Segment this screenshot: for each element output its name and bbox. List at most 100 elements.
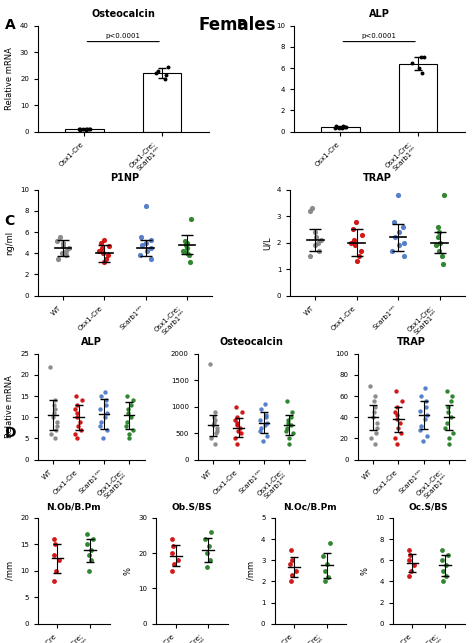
Point — [188, 214, 195, 224]
Point — [283, 422, 291, 433]
Point — [342, 122, 350, 132]
Point — [390, 217, 397, 227]
Point — [306, 206, 314, 216]
Point — [338, 123, 346, 134]
Point — [53, 417, 61, 427]
Point — [416, 406, 424, 416]
Point — [50, 550, 57, 560]
Point — [256, 426, 264, 436]
Point — [311, 227, 319, 237]
Point — [438, 251, 446, 261]
Point — [129, 395, 137, 406]
Point — [287, 559, 294, 570]
Point — [288, 555, 296, 565]
Point — [180, 246, 187, 257]
Point — [203, 562, 210, 572]
Point — [331, 123, 339, 134]
Point — [436, 227, 443, 237]
Point — [373, 422, 381, 433]
Point — [319, 551, 327, 561]
Point — [85, 550, 92, 560]
Point — [137, 232, 145, 242]
Point — [324, 559, 331, 570]
Text: Females: Females — [198, 16, 276, 34]
Point — [102, 399, 109, 410]
Title: N.Oc/B.Pm: N.Oc/B.Pm — [283, 503, 337, 512]
Point — [444, 417, 451, 428]
Point — [423, 431, 431, 442]
Point — [52, 404, 59, 414]
Point — [161, 73, 168, 84]
Point — [432, 240, 440, 251]
Point — [261, 420, 269, 430]
Point — [287, 576, 294, 586]
Point — [83, 539, 91, 550]
Point — [211, 439, 219, 449]
Point — [203, 548, 210, 558]
Point — [164, 62, 172, 72]
Point — [65, 243, 73, 253]
Text: A: A — [5, 18, 16, 32]
Point — [263, 410, 270, 420]
Point — [444, 402, 451, 412]
Point — [312, 232, 319, 242]
Point — [237, 428, 245, 439]
Point — [438, 545, 446, 555]
Point — [55, 555, 63, 565]
Point — [287, 420, 295, 430]
Point — [231, 415, 238, 425]
Point — [207, 433, 215, 444]
Point — [373, 417, 381, 428]
Point — [324, 572, 332, 583]
Point — [73, 433, 81, 444]
Point — [54, 235, 61, 246]
Point — [186, 257, 194, 267]
Point — [163, 69, 170, 80]
Point — [56, 232, 64, 242]
Point — [311, 240, 319, 251]
Point — [82, 124, 90, 134]
Point — [289, 407, 296, 417]
Point — [436, 237, 443, 248]
Point — [434, 232, 442, 242]
Point — [421, 383, 429, 393]
Point — [405, 555, 412, 565]
Point — [100, 257, 108, 267]
Point — [127, 412, 135, 422]
Point — [292, 566, 300, 576]
Point — [369, 412, 376, 422]
Point — [442, 560, 449, 570]
Y-axis label: U/L: U/L — [262, 236, 271, 249]
Point — [170, 541, 177, 551]
Point — [408, 58, 416, 68]
Point — [393, 439, 401, 449]
Point — [209, 420, 217, 430]
Point — [124, 417, 131, 427]
Point — [420, 52, 428, 62]
Point — [97, 391, 104, 401]
Point — [335, 123, 343, 134]
Point — [168, 566, 176, 576]
Point — [103, 253, 110, 264]
Point — [309, 203, 316, 213]
Point — [97, 237, 104, 248]
Point — [421, 414, 428, 424]
Point — [332, 121, 340, 131]
Point — [447, 412, 455, 422]
Point — [234, 417, 241, 428]
Point — [407, 566, 415, 576]
Point — [397, 428, 405, 439]
Point — [349, 224, 357, 235]
Point — [289, 428, 297, 439]
Point — [231, 433, 239, 444]
Point — [440, 190, 447, 200]
Point — [99, 433, 106, 444]
Y-axis label: /mm: /mm — [5, 561, 14, 581]
Point — [442, 571, 450, 581]
Point — [124, 391, 131, 401]
Point — [211, 407, 219, 417]
Point — [85, 123, 93, 134]
Text: p<0.0001: p<0.0001 — [106, 33, 141, 39]
Point — [352, 217, 360, 227]
Point — [393, 414, 401, 424]
